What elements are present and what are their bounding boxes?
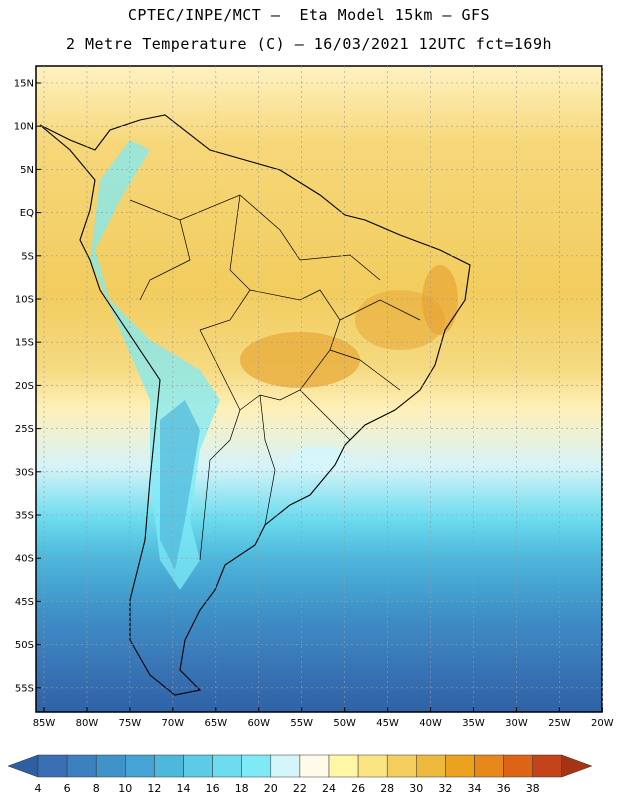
latitude-labels: 15N 10N 5N EQ 5S 10S 15S 20S 25S 30S 35S 40S 45S 50S 5… <box>14 79 34 695</box>
longitude-labels: 85W 80W 75W 70W 65W 60W 55W 50W 45W 40W 35W 30W 25W 2… <box>33 718 614 729</box>
lat-label: 55S <box>15 683 34 694</box>
lon-label: 35W <box>462 718 485 729</box>
chart-title-line2: 2 Metre Temperature (C) – 16/03/2021 12U… <box>65 35 553 53</box>
colorbar-swatch <box>386 754 417 778</box>
colorbar-swatch <box>416 754 446 778</box>
lon-label: 70W <box>162 718 185 729</box>
colorbar-label: 30 <box>409 782 423 795</box>
lat-label: 50S <box>15 640 34 651</box>
colorbar-swatch <box>532 754 563 778</box>
lon-label: 40W <box>419 718 442 729</box>
country-borders <box>129 194 421 561</box>
colorbar-label: 28 <box>380 782 394 795</box>
colorbar-swatch <box>270 754 301 778</box>
lon-label: 85W <box>33 718 56 729</box>
colorbar-swatch <box>212 754 242 778</box>
colorbar-swatch <box>474 754 504 778</box>
lon-label: 30W <box>505 718 528 729</box>
colorbar-label: 12 <box>147 782 161 795</box>
colorbar-label: 8 <box>93 782 100 795</box>
lon-label: 75W <box>119 718 142 729</box>
map-frame <box>35 65 603 713</box>
lon-label: 80W <box>76 718 99 729</box>
colorbar-label: 10 <box>118 782 132 795</box>
colorbar-swatch <box>37 754 68 778</box>
colorbar-swatch <box>503 754 533 778</box>
lat-label: 20S <box>15 381 34 392</box>
colorbar-high-arrow <box>561 754 593 778</box>
lon-label: 50W <box>333 718 356 729</box>
colorbar-label: 18 <box>235 782 249 795</box>
colorbar-swatch <box>154 754 184 778</box>
chart-title-line1: CPTEC/INPE/MCT – Eta Model 15km – GFS <box>127 6 491 24</box>
colorbar-label: 22 <box>293 782 307 795</box>
colorbar-label: 20 <box>264 782 278 795</box>
colorbar-swatch <box>299 754 330 778</box>
lat-label: 30S <box>15 467 34 478</box>
colorbar-label: 32 <box>438 782 452 795</box>
lat-label: 5S <box>21 251 34 262</box>
colorbar-label: 24 <box>322 782 336 795</box>
lat-label: 25S <box>15 424 34 435</box>
lon-label: 45W <box>376 718 399 729</box>
lon-label: 20W <box>591 718 614 729</box>
colorbar-label: 34 <box>468 782 482 795</box>
colorbar-label: 14 <box>177 782 191 795</box>
colorbar-swatch <box>125 754 155 778</box>
lat-label: 10N <box>14 122 34 133</box>
lat-label: 40S <box>15 554 34 565</box>
colorbar-label: 38 <box>526 782 540 795</box>
lat-label: 15S <box>15 338 34 349</box>
colorbar-swatch <box>241 754 272 778</box>
colorbar-swatch <box>445 754 475 778</box>
colorbar-swatch <box>357 754 388 778</box>
colorbar: 4 6 8 10 12 14 16 18 20 22 24 26 28 30 32 34 36 38 <box>7 754 593 795</box>
lat-label: 10S <box>15 295 34 306</box>
colorbar-label: 26 <box>351 782 365 795</box>
colorbar-label: 6 <box>64 782 71 795</box>
lon-label: 65W <box>204 718 227 729</box>
lat-label: EQ <box>20 208 34 219</box>
temperature-field <box>36 66 602 712</box>
colorbar-swatch <box>183 754 213 778</box>
lon-label: 60W <box>247 718 270 729</box>
lat-label: 45S <box>15 597 34 608</box>
colorbar-swatch <box>328 754 359 778</box>
graticule <box>36 66 603 712</box>
colorbar-label: 16 <box>206 782 220 795</box>
colorbar-swatch <box>95 754 126 778</box>
colorbar-label: 36 <box>497 782 511 795</box>
colorbar-low-arrow <box>7 754 39 778</box>
lat-label: 15N <box>14 79 34 90</box>
colorbar-swatch <box>66 754 97 778</box>
lon-label: 55W <box>290 718 313 729</box>
colorbar-label: 4 <box>35 782 42 795</box>
lon-label: 25W <box>548 718 571 729</box>
lat-label: 5N <box>20 165 34 176</box>
lat-label: 35S <box>15 511 34 522</box>
